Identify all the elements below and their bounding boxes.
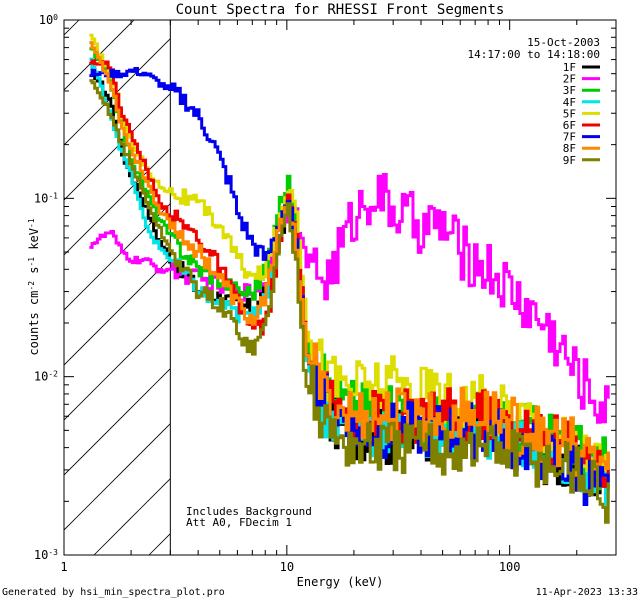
legend-label-4f: 4F [563, 96, 576, 109]
series-line-9f [89, 79, 610, 524]
date-label: 15-Oct-2003 [527, 36, 600, 49]
legend-label-9f: 9F [563, 154, 576, 167]
legend-label-7f: 7F [563, 131, 576, 144]
legend-label-6f: 6F [563, 119, 576, 132]
legend-label-5f: 5F [563, 107, 576, 120]
legend-label-8f: 8F [563, 142, 576, 155]
series-line-8f [89, 41, 610, 477]
legend-label-2f: 2F [563, 73, 576, 86]
hatch-line [64, 368, 171, 476]
plot-frame [63, 19, 617, 556]
x-tick-label: 1 [60, 560, 67, 574]
hatched-region [64, 20, 171, 555]
series-layer [89, 33, 610, 524]
hatch-line [64, 203, 171, 311]
axis-ticks: 1 10 100 100 10-1 10-2 10-3 [34, 13, 617, 574]
annotation-attenuator: Att A0, FDecim 1 [186, 516, 292, 529]
legend-label-1f: 1F [563, 61, 576, 74]
hatch-line [64, 93, 171, 201]
hatch-line [64, 20, 80, 36]
series-line-2f [89, 173, 610, 424]
annotation-background: Includes Background [186, 505, 312, 518]
x-tick-label: 10 [280, 560, 294, 574]
series-line-5f [89, 33, 610, 486]
chart-title: Count Spectra for RHESSI Front Segments [176, 2, 505, 18]
y-tick-label: 10-3 [34, 548, 58, 563]
footer-timestamp: 11-Apr-2023 13:33 [536, 587, 638, 598]
hatch-line [64, 38, 171, 146]
y-tick-label: 100 [39, 13, 58, 28]
hatch-line [64, 20, 135, 91]
legend-label-3f: 3F [563, 84, 576, 97]
y-axis-label: counts cm-2 s-1 keV-1 [27, 218, 42, 355]
x-tick-label: 100 [499, 560, 521, 574]
y-tick-label: 10-2 [34, 369, 58, 384]
hatch-line [64, 423, 171, 531]
time-range-label: 14:17:00 to 14:18:00 [468, 48, 600, 61]
hatch-line [93, 478, 171, 555]
y-tick-label: 10-1 [34, 191, 58, 206]
hatch-line [64, 258, 171, 366]
footer-generated-by: Generated by hsi_min_spectra_plot.pro [2, 587, 225, 598]
x-axis-label: Energy (keV) [297, 575, 384, 589]
